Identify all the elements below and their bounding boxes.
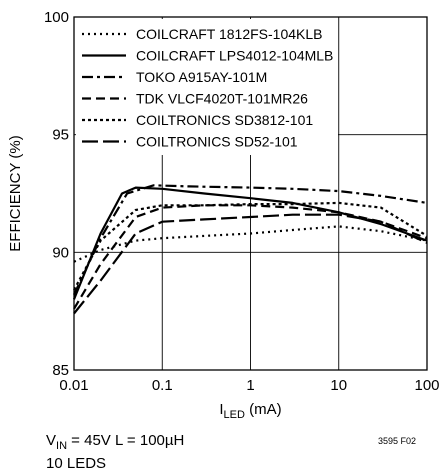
series-line-5 — [73, 201, 428, 291]
legend-label: COILCRAFT LPS4012-104MLB — [136, 48, 333, 64]
series-line-3 — [73, 184, 428, 296]
x-tick-label: 0.1 — [152, 377, 173, 394]
legend-label: COILCRAFT 1812FS-104KLB — [136, 26, 323, 42]
x-axis-label: ILED (mA) — [219, 401, 281, 421]
series-line-6 — [73, 213, 428, 315]
legend-box — [76, 19, 338, 155]
test-conditions: VIN = 45V L = 100µH 10 LEDS — [46, 432, 184, 472]
conditions-line-1: VIN = 45V L = 100µH — [46, 432, 184, 455]
conditions-vin: V — [46, 432, 57, 449]
y-tick-label: 95 — [52, 127, 69, 144]
y-tick-label: 100 — [44, 9, 69, 26]
conditions-vin-sub: IN — [56, 440, 68, 452]
series-line-1 — [73, 225, 428, 263]
legend-label: COILTRONICS SD52-101 — [136, 134, 298, 150]
series-layer — [72, 184, 428, 315]
x-tick-label: 1 — [246, 377, 254, 394]
legend-label: TOKO A915AY-101M — [136, 69, 267, 85]
x-axis-label-sub: LED — [224, 409, 245, 421]
legend: COILCRAFT 1812FS-104KLB COILCRAFT LPS4012… — [82, 26, 333, 150]
x-axis-label-main: I — [219, 401, 223, 418]
plot-frame — [73, 16, 428, 371]
x-tick-label: 0.01 — [59, 377, 88, 394]
legend-label: COILTRONICS SD3812-101 — [136, 112, 313, 128]
legend-background — [76, 19, 338, 155]
tick-labels: 0.01 0.1 1 10 100 85 90 95 100 — [44, 9, 440, 394]
legend-label: TDK VLCF4020T-101MR26 — [136, 91, 308, 107]
figure-code: 3595 F02 — [378, 436, 417, 446]
conditions-values: = 45V L = 100µH — [67, 432, 185, 449]
y-tick-label: 90 — [52, 244, 69, 261]
y-axis-label: EFFICIENCY (%) — [7, 135, 24, 251]
x-tick-label: 100 — [414, 377, 439, 394]
x-tick-label: 10 — [330, 377, 347, 394]
x-axis-label-unit: (mA) — [245, 401, 282, 418]
y-tick-label: 85 — [52, 362, 69, 379]
conditions-line-2: 10 LEDS — [46, 455, 107, 472]
